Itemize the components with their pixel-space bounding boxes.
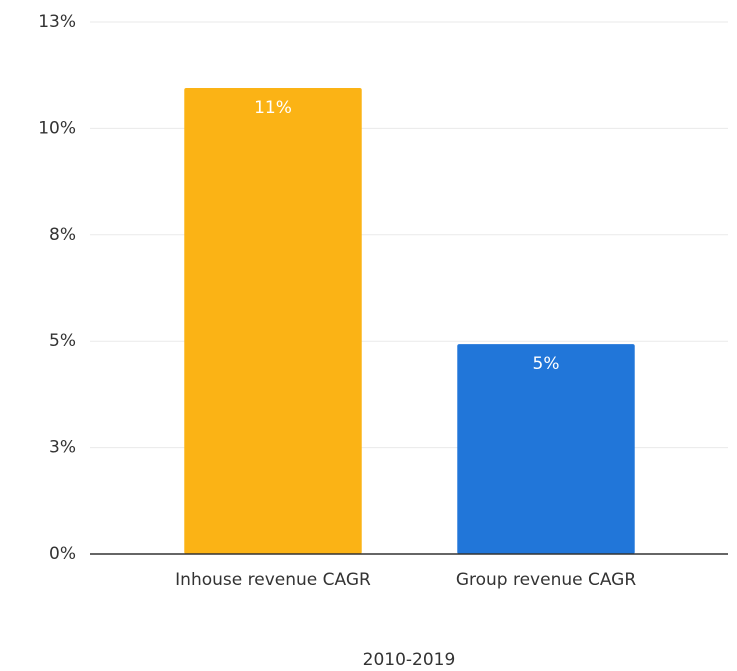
data-label: 11% <box>254 98 292 118</box>
y-tick-label: 0% <box>49 544 76 564</box>
bar <box>457 344 635 554</box>
y-tick-label: 10% <box>38 118 76 138</box>
y-tick-label: 8% <box>49 225 76 245</box>
x-tick-label: Group revenue CAGR <box>456 570 637 590</box>
y-tick-label: 3% <box>49 438 76 458</box>
x-axis-label: 2010-2019 <box>363 650 456 670</box>
y-tick-label: 13% <box>38 12 76 32</box>
data-label: 5% <box>533 354 560 374</box>
y-tick-label: 5% <box>49 331 76 351</box>
bar <box>184 87 362 554</box>
x-tick-label: Inhouse revenue CAGR <box>175 570 371 590</box>
